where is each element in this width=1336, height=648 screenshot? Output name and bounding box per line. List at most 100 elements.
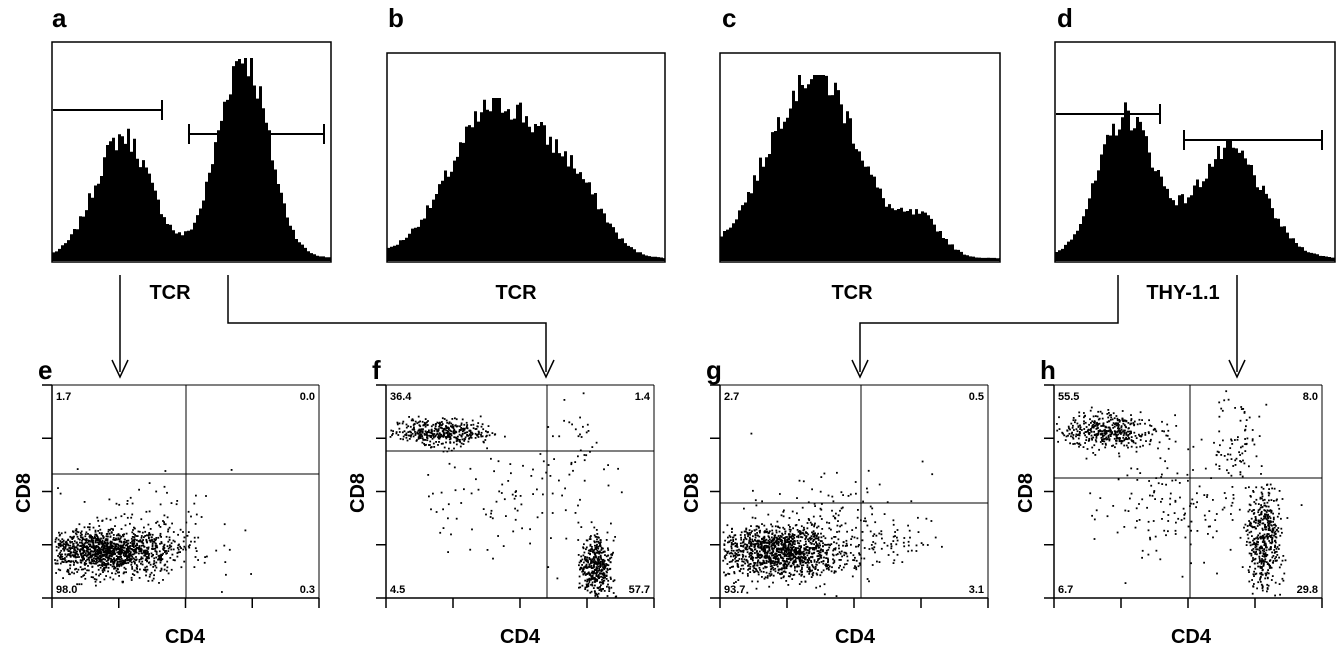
cell-dot bbox=[416, 432, 419, 435]
cell-dot bbox=[153, 541, 156, 543]
cell-dot bbox=[1282, 555, 1285, 557]
cell-dot bbox=[791, 546, 794, 549]
cell-dot bbox=[760, 546, 763, 549]
cell-dot bbox=[1138, 418, 1141, 421]
cell-dot bbox=[1261, 541, 1264, 543]
cell-dot bbox=[156, 520, 159, 523]
cell-dot bbox=[1203, 494, 1206, 496]
cell-dot bbox=[796, 552, 799, 554]
cell-dot bbox=[163, 514, 166, 517]
cell-dot bbox=[1251, 439, 1254, 442]
cell-dot bbox=[143, 526, 145, 529]
cell-dot bbox=[1220, 454, 1223, 456]
cell-dot bbox=[743, 558, 746, 561]
cell-dot bbox=[74, 532, 77, 535]
cell-dot bbox=[810, 552, 813, 555]
cell-dot bbox=[471, 431, 473, 434]
cell-dot bbox=[776, 557, 779, 560]
cell-dot bbox=[761, 538, 763, 541]
cell-dot bbox=[785, 550, 788, 553]
cell-dot bbox=[829, 544, 832, 547]
cell-dot bbox=[809, 570, 812, 573]
cell-dot bbox=[90, 540, 92, 543]
cell-dot bbox=[1108, 439, 1111, 442]
cell-dot bbox=[1120, 426, 1123, 429]
cell-dot bbox=[786, 539, 789, 542]
cell-dot bbox=[81, 542, 84, 545]
cell-dot bbox=[1099, 410, 1102, 413]
cell-dot bbox=[578, 586, 580, 589]
cell-dot bbox=[110, 557, 112, 560]
cell-dot bbox=[926, 544, 929, 546]
cell-dot bbox=[791, 537, 794, 540]
cell-dot bbox=[118, 560, 121, 563]
cell-dot bbox=[819, 544, 821, 547]
cell-dot bbox=[1159, 457, 1162, 460]
cell-dot bbox=[1133, 420, 1136, 423]
cell-dot bbox=[745, 527, 748, 530]
quadrant-percent-lower-left: 93.7 bbox=[724, 584, 745, 596]
cell-dot bbox=[1096, 421, 1098, 424]
cell-dot bbox=[425, 443, 427, 446]
cell-dot bbox=[759, 563, 762, 566]
cell-dot bbox=[724, 557, 727, 560]
cell-dot bbox=[460, 502, 463, 504]
cell-dot bbox=[1249, 521, 1252, 524]
cell-dot bbox=[1246, 437, 1249, 440]
cell-dot bbox=[98, 532, 101, 534]
cell-dot bbox=[771, 533, 774, 535]
quadrant-percent-upper-left: 55.5 bbox=[1058, 391, 1079, 403]
cell-dot bbox=[439, 421, 441, 424]
cell-dot bbox=[140, 535, 143, 537]
cell-dot bbox=[755, 587, 758, 590]
cell-dot bbox=[1247, 537, 1250, 540]
cell-dot bbox=[831, 566, 833, 569]
cell-dot bbox=[1264, 560, 1266, 563]
cell-dot bbox=[780, 535, 783, 538]
cell-dot bbox=[1252, 491, 1255, 493]
cell-dot bbox=[803, 575, 806, 578]
cell-dot bbox=[1259, 578, 1261, 581]
cell-dot bbox=[429, 434, 431, 437]
cell-dot bbox=[792, 543, 794, 545]
cell-dot bbox=[94, 530, 97, 533]
cell-dot bbox=[1251, 429, 1254, 431]
cell-dot bbox=[426, 437, 429, 439]
cell-dot bbox=[491, 432, 494, 434]
cell-dot bbox=[471, 528, 473, 531]
cell-dot bbox=[821, 540, 823, 543]
cell-dot bbox=[1248, 465, 1250, 468]
cell-dot bbox=[430, 446, 432, 449]
cell-dot bbox=[740, 531, 743, 534]
cell-dot bbox=[86, 547, 88, 549]
cell-dot bbox=[175, 503, 178, 506]
cell-dot bbox=[726, 552, 729, 554]
cell-dot bbox=[781, 559, 784, 562]
cell-dot bbox=[1265, 561, 1268, 563]
cell-dot bbox=[581, 564, 583, 566]
cell-dot bbox=[750, 549, 753, 551]
cell-dot bbox=[428, 431, 431, 434]
cell-dot bbox=[1132, 440, 1135, 442]
cell-dot bbox=[129, 496, 132, 499]
cell-dot bbox=[421, 431, 424, 434]
cell-dot bbox=[1270, 566, 1273, 569]
cell-dot bbox=[102, 558, 104, 561]
cell-dot bbox=[784, 536, 786, 539]
cell-dot bbox=[545, 471, 548, 474]
cell-dot bbox=[96, 516, 99, 519]
cell-dot bbox=[109, 564, 112, 566]
cell-dot bbox=[798, 583, 801, 585]
cell-dot bbox=[606, 585, 608, 588]
cell-dot bbox=[183, 536, 186, 539]
cell-dot bbox=[878, 483, 881, 486]
cell-dot bbox=[77, 568, 80, 571]
cell-dot bbox=[1266, 484, 1268, 486]
cell-dot bbox=[1104, 437, 1107, 440]
cell-dot bbox=[1151, 494, 1154, 497]
cell-dot bbox=[486, 434, 488, 437]
cell-dot bbox=[763, 542, 766, 544]
cell-dot bbox=[179, 545, 181, 548]
cell-dot bbox=[130, 554, 133, 557]
cell-dot bbox=[70, 560, 73, 563]
